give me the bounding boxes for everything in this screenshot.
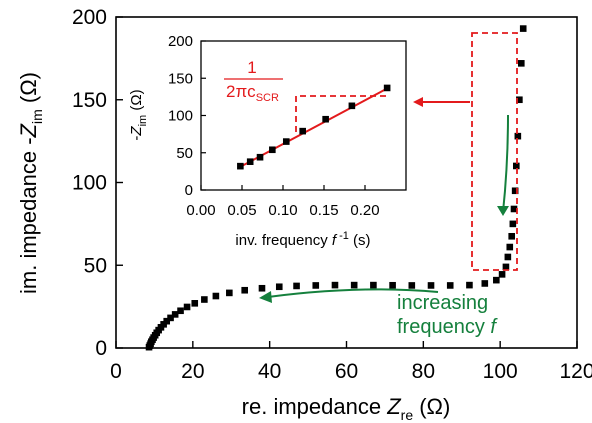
- inset-data-point: [383, 84, 391, 92]
- inset-y-tick-label: 100: [168, 108, 193, 125]
- main-y-tick-label: 100: [72, 172, 107, 195]
- green-arrow-left-head: [259, 291, 272, 303]
- inset-data-point: [322, 115, 329, 123]
- main-data-point: [513, 162, 520, 170]
- red-arrow-head: [413, 97, 423, 107]
- main-data-point: [510, 205, 518, 213]
- main-data-point: [370, 281, 377, 289]
- inset-data-point: [237, 162, 244, 170]
- main-data-point: [504, 253, 512, 261]
- main-data-point: [226, 289, 233, 297]
- main-data-point: [163, 317, 171, 325]
- main-data-point: [191, 300, 199, 307]
- main-y-axis-label: im. impedance -Zim (Ω): [16, 72, 45, 294]
- main-data-point: [350, 281, 358, 289]
- main-data-point: [389, 281, 396, 289]
- inset-data-point: [246, 158, 254, 165]
- inset-y-tick-label: 0: [185, 182, 193, 199]
- inset-y-axis-label: -Zim (Ω): [128, 89, 149, 140]
- main-data-point: [446, 282, 454, 289]
- main-data-point: [502, 263, 510, 271]
- inset-data-point: [348, 102, 356, 110]
- inset-x-tick-label: 0.15: [309, 202, 338, 219]
- annotation-frequency: frequency f: [397, 316, 498, 338]
- main-data-point: [516, 96, 523, 104]
- inset-plot-frame: [200, 40, 407, 191]
- main-y-tick-label: 150: [72, 89, 107, 112]
- main-x-tick-label: 20: [181, 360, 204, 383]
- main-data-point: [275, 283, 283, 291]
- main-data-point: [312, 282, 320, 289]
- inset-x-tick-label: 0.20: [350, 202, 379, 219]
- main-data-point: [177, 307, 184, 315]
- main-data-point: [519, 25, 527, 32]
- main-data-point: [167, 314, 174, 322]
- main-x-tick-label: 120: [559, 360, 592, 383]
- main-data-point: [241, 286, 248, 294]
- main-x-tick-label: 100: [483, 360, 518, 383]
- green-arrow-down-head: [497, 206, 509, 216]
- main-data-point: [171, 311, 179, 318]
- green-arrow-left: [267, 288, 439, 298]
- main-data-point: [201, 296, 208, 303]
- main-x-tick-label: 0: [110, 360, 122, 383]
- highlight-dashed-box: [471, 32, 518, 271]
- main-data-point: [258, 284, 266, 292]
- annotation-increasing: increasing: [397, 292, 488, 314]
- main-x-tick-label: 60: [335, 360, 358, 383]
- inset-fit-line: [238, 86, 391, 169]
- main-data-point: [408, 282, 416, 289]
- main-x-tick-label: 80: [412, 360, 435, 383]
- main-data-point: [481, 280, 489, 287]
- main-data-point: [509, 220, 517, 228]
- slope-label-numerator: 1: [247, 58, 256, 77]
- main-data-point: [293, 282, 300, 290]
- main-data-point: [511, 187, 519, 195]
- main-data-point: [498, 271, 506, 278]
- main-data-point: [427, 282, 435, 289]
- main-data-point: [506, 243, 514, 251]
- main-y-tick-label: 200: [72, 6, 107, 29]
- inset-x-tick-label: 0.00: [186, 202, 215, 219]
- main-data-point: [183, 303, 191, 311]
- main-x-axis-label: re. impedance Zre (Ω): [242, 394, 451, 423]
- main-data-point: [514, 132, 522, 140]
- inset-data-point: [256, 153, 264, 161]
- inset-slope-guide: [295, 95, 387, 132]
- inset-x-axis-label: inv. frequency f -1 (s): [235, 230, 370, 249]
- main-data-point: [212, 292, 220, 300]
- inset-data-point: [299, 127, 306, 135]
- green-arrow-down: [502, 114, 509, 213]
- inset-x-tick-label: 0.10: [268, 202, 297, 219]
- main-data-point: [466, 281, 473, 289]
- inset-data-point: [269, 146, 276, 154]
- inset-x-tick-label: 0.05: [227, 202, 256, 219]
- main-y-tick-label: 0: [95, 337, 107, 360]
- slope-label-denominator: 2πcSCR: [226, 82, 279, 104]
- main-y-tick-label: 50: [84, 254, 107, 277]
- inset-y-tick-label: 50: [176, 145, 193, 162]
- main-data-point: [493, 276, 500, 284]
- inset-y-tick-label: 200: [168, 33, 193, 50]
- inset-y-tick-label: 150: [168, 70, 193, 87]
- main-data-point: [517, 60, 525, 67]
- main-data-point: [331, 281, 339, 289]
- main-data-point: [508, 232, 515, 240]
- main-x-tick-label: 40: [258, 360, 281, 383]
- inset-data-point: [282, 138, 290, 145]
